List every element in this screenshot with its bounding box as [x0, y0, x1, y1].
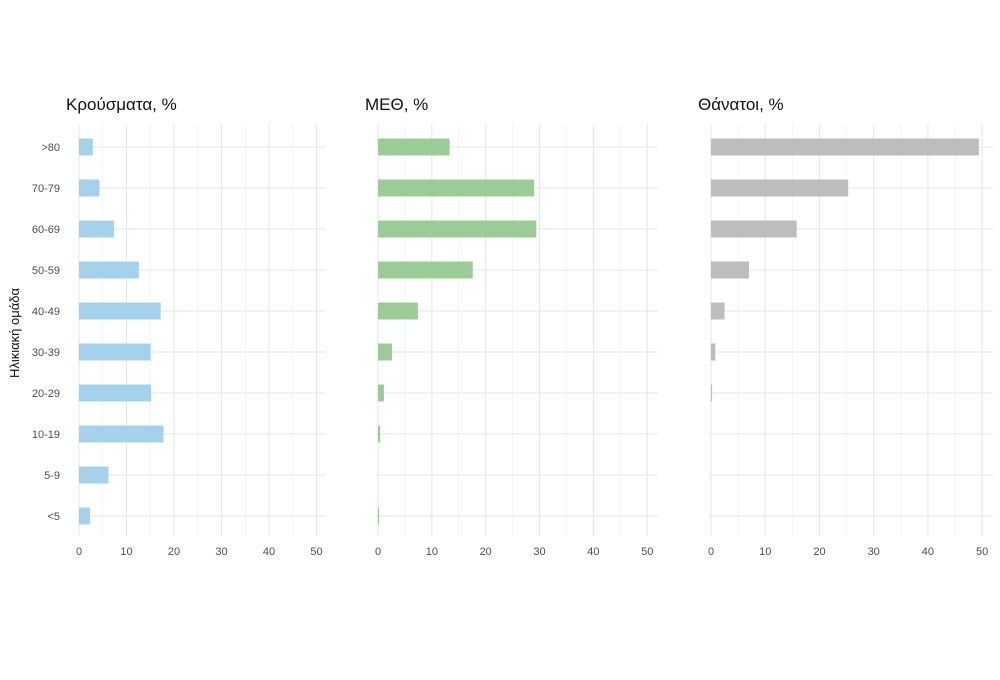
x-tick-label: 10 [120, 546, 132, 558]
panel-title: Κρούσματα, % [66, 95, 177, 114]
x-tick-label: 40 [587, 546, 599, 558]
bar-5-9 [79, 466, 109, 484]
x-tick-label: 30 [215, 546, 227, 558]
x-tick-label: 10 [426, 546, 438, 558]
x-tick-label: 40 [922, 546, 934, 558]
y-tick-label: 20-29 [32, 388, 60, 400]
panel-title: ΜΕΘ, % [365, 95, 428, 114]
bar-30-39 [378, 343, 392, 361]
x-tick-label: 0 [708, 546, 714, 558]
x-tick-label: 50 [641, 546, 653, 558]
x-tick-label: 30 [533, 546, 545, 558]
bar-30-39 [79, 343, 151, 361]
bar-20-29 [378, 384, 384, 402]
x-tick-label: 50 [976, 546, 988, 558]
panel-3: 0 10 20 30 40 50 Θάνατοι, % [698, 95, 993, 558]
x-tick-label: 20 [168, 546, 180, 558]
x-tick-label: 0 [375, 546, 381, 558]
y-tick-label: 50-59 [32, 265, 60, 277]
y-tick-label: 70-79 [32, 183, 60, 195]
y-tick-label: 40-49 [32, 306, 60, 318]
bar-20-29 [79, 384, 152, 402]
bar-<5 [79, 507, 90, 525]
bar-60-69 [79, 220, 115, 238]
x-tick-label: 20 [480, 546, 492, 558]
y-tick-label: >80 [41, 142, 60, 154]
bar-10-19 [79, 425, 164, 443]
panel-1: 0 10 20 30 40 50 Κρούσματα, % <5 5-9 10-19 20-29 30… [32, 95, 326, 558]
bar-70-79 [378, 179, 535, 197]
x-tick-label: 0 [76, 546, 82, 558]
bar-50-59 [378, 261, 473, 279]
bar-10-19 [378, 425, 381, 443]
y-tick-label: 5-9 [44, 470, 60, 482]
y-tick-label: 30-39 [32, 347, 60, 359]
bar->80 [711, 138, 979, 156]
bar-<5 [378, 507, 380, 525]
bar-60-69 [378, 220, 537, 238]
bar-20-29 [711, 384, 713, 402]
bar-30-39 [711, 343, 716, 361]
y-tick-label: <5 [47, 511, 60, 523]
panel-2: 0 10 20 30 40 50 ΜΕΘ, % [365, 95, 658, 558]
y-axis-title: Ηλικιακή ομάδα [7, 288, 22, 378]
x-tick-label: 20 [813, 546, 825, 558]
panel-title: Θάνατοι, % [698, 95, 784, 114]
bar-70-79 [79, 179, 100, 197]
y-tick-label: 60-69 [32, 224, 60, 236]
bar->80 [378, 138, 450, 156]
x-tick-label: 30 [868, 546, 880, 558]
bar-50-59 [711, 261, 749, 279]
bar->80 [79, 138, 93, 156]
bar-40-49 [378, 302, 418, 320]
bar-40-49 [79, 302, 161, 320]
bar-60-69 [711, 220, 797, 238]
y-tick-label: 10-19 [32, 429, 60, 441]
bar-50-59 [79, 261, 139, 279]
bar-70-79 [711, 179, 849, 197]
x-tick-label: 50 [310, 546, 322, 558]
x-tick-label: 10 [759, 546, 771, 558]
x-tick-label: 40 [263, 546, 275, 558]
bar-40-49 [711, 302, 725, 320]
